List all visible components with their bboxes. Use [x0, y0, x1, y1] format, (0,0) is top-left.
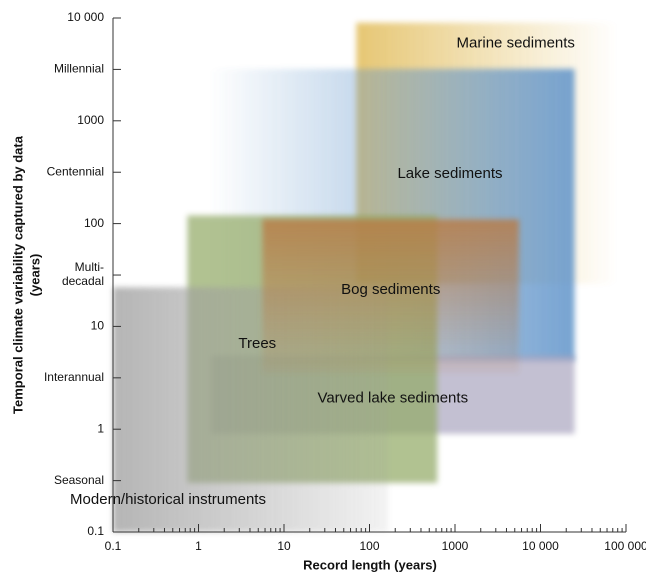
y-axis-label: (years) — [27, 254, 42, 297]
region-label: Marine sediments — [457, 35, 575, 52]
y-axis-label: Temporal climate variability captured by… — [10, 135, 25, 414]
region-label: Varved lake sediments — [317, 390, 468, 407]
y-tick-label: Centennial — [47, 164, 104, 178]
x-tick-label: 100 000 — [604, 539, 646, 553]
y-tick-label: 100 — [84, 216, 104, 230]
region-label: Lake sediments — [397, 165, 502, 182]
x-axis-label: Record length (years) — [303, 557, 437, 572]
y-tick-label: Seasonal — [54, 473, 104, 487]
region-label: Trees — [238, 335, 276, 352]
y-tick-label: Interannual — [44, 370, 104, 384]
x-tick-label: 1 — [195, 539, 202, 553]
regions — [113, 22, 618, 532]
y-tick-label: 10 000 — [67, 10, 104, 24]
x-tick-label: 10 000 — [522, 539, 559, 553]
y-tick-label: Millennial — [54, 62, 104, 76]
y-tick-label: 10 — [91, 319, 105, 333]
region-label: Bog sediments — [341, 281, 440, 298]
y-tick-label: Multi-decadal — [62, 260, 104, 288]
x-tick-label: 10 — [277, 539, 291, 553]
y-tick-label: 0.1 — [87, 524, 104, 538]
y-tick-label: 1000 — [77, 113, 104, 127]
region-label: Modern/historical instruments — [70, 491, 266, 508]
x-tick-label: 100 — [359, 539, 379, 553]
y-tick-label: 1 — [97, 421, 104, 435]
x-tick-label: 1000 — [442, 539, 469, 553]
x-tick-label: 0.1 — [105, 539, 122, 553]
region — [262, 219, 519, 374]
